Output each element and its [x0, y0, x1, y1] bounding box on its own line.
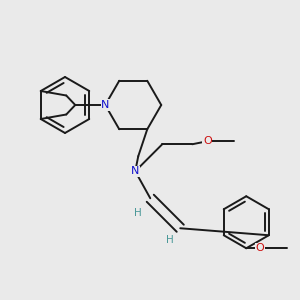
Text: N: N [101, 100, 110, 110]
Text: H: H [166, 235, 174, 245]
Text: N: N [131, 166, 140, 176]
Text: O: O [255, 243, 264, 253]
Text: H: H [134, 208, 142, 218]
Text: O: O [203, 136, 212, 146]
